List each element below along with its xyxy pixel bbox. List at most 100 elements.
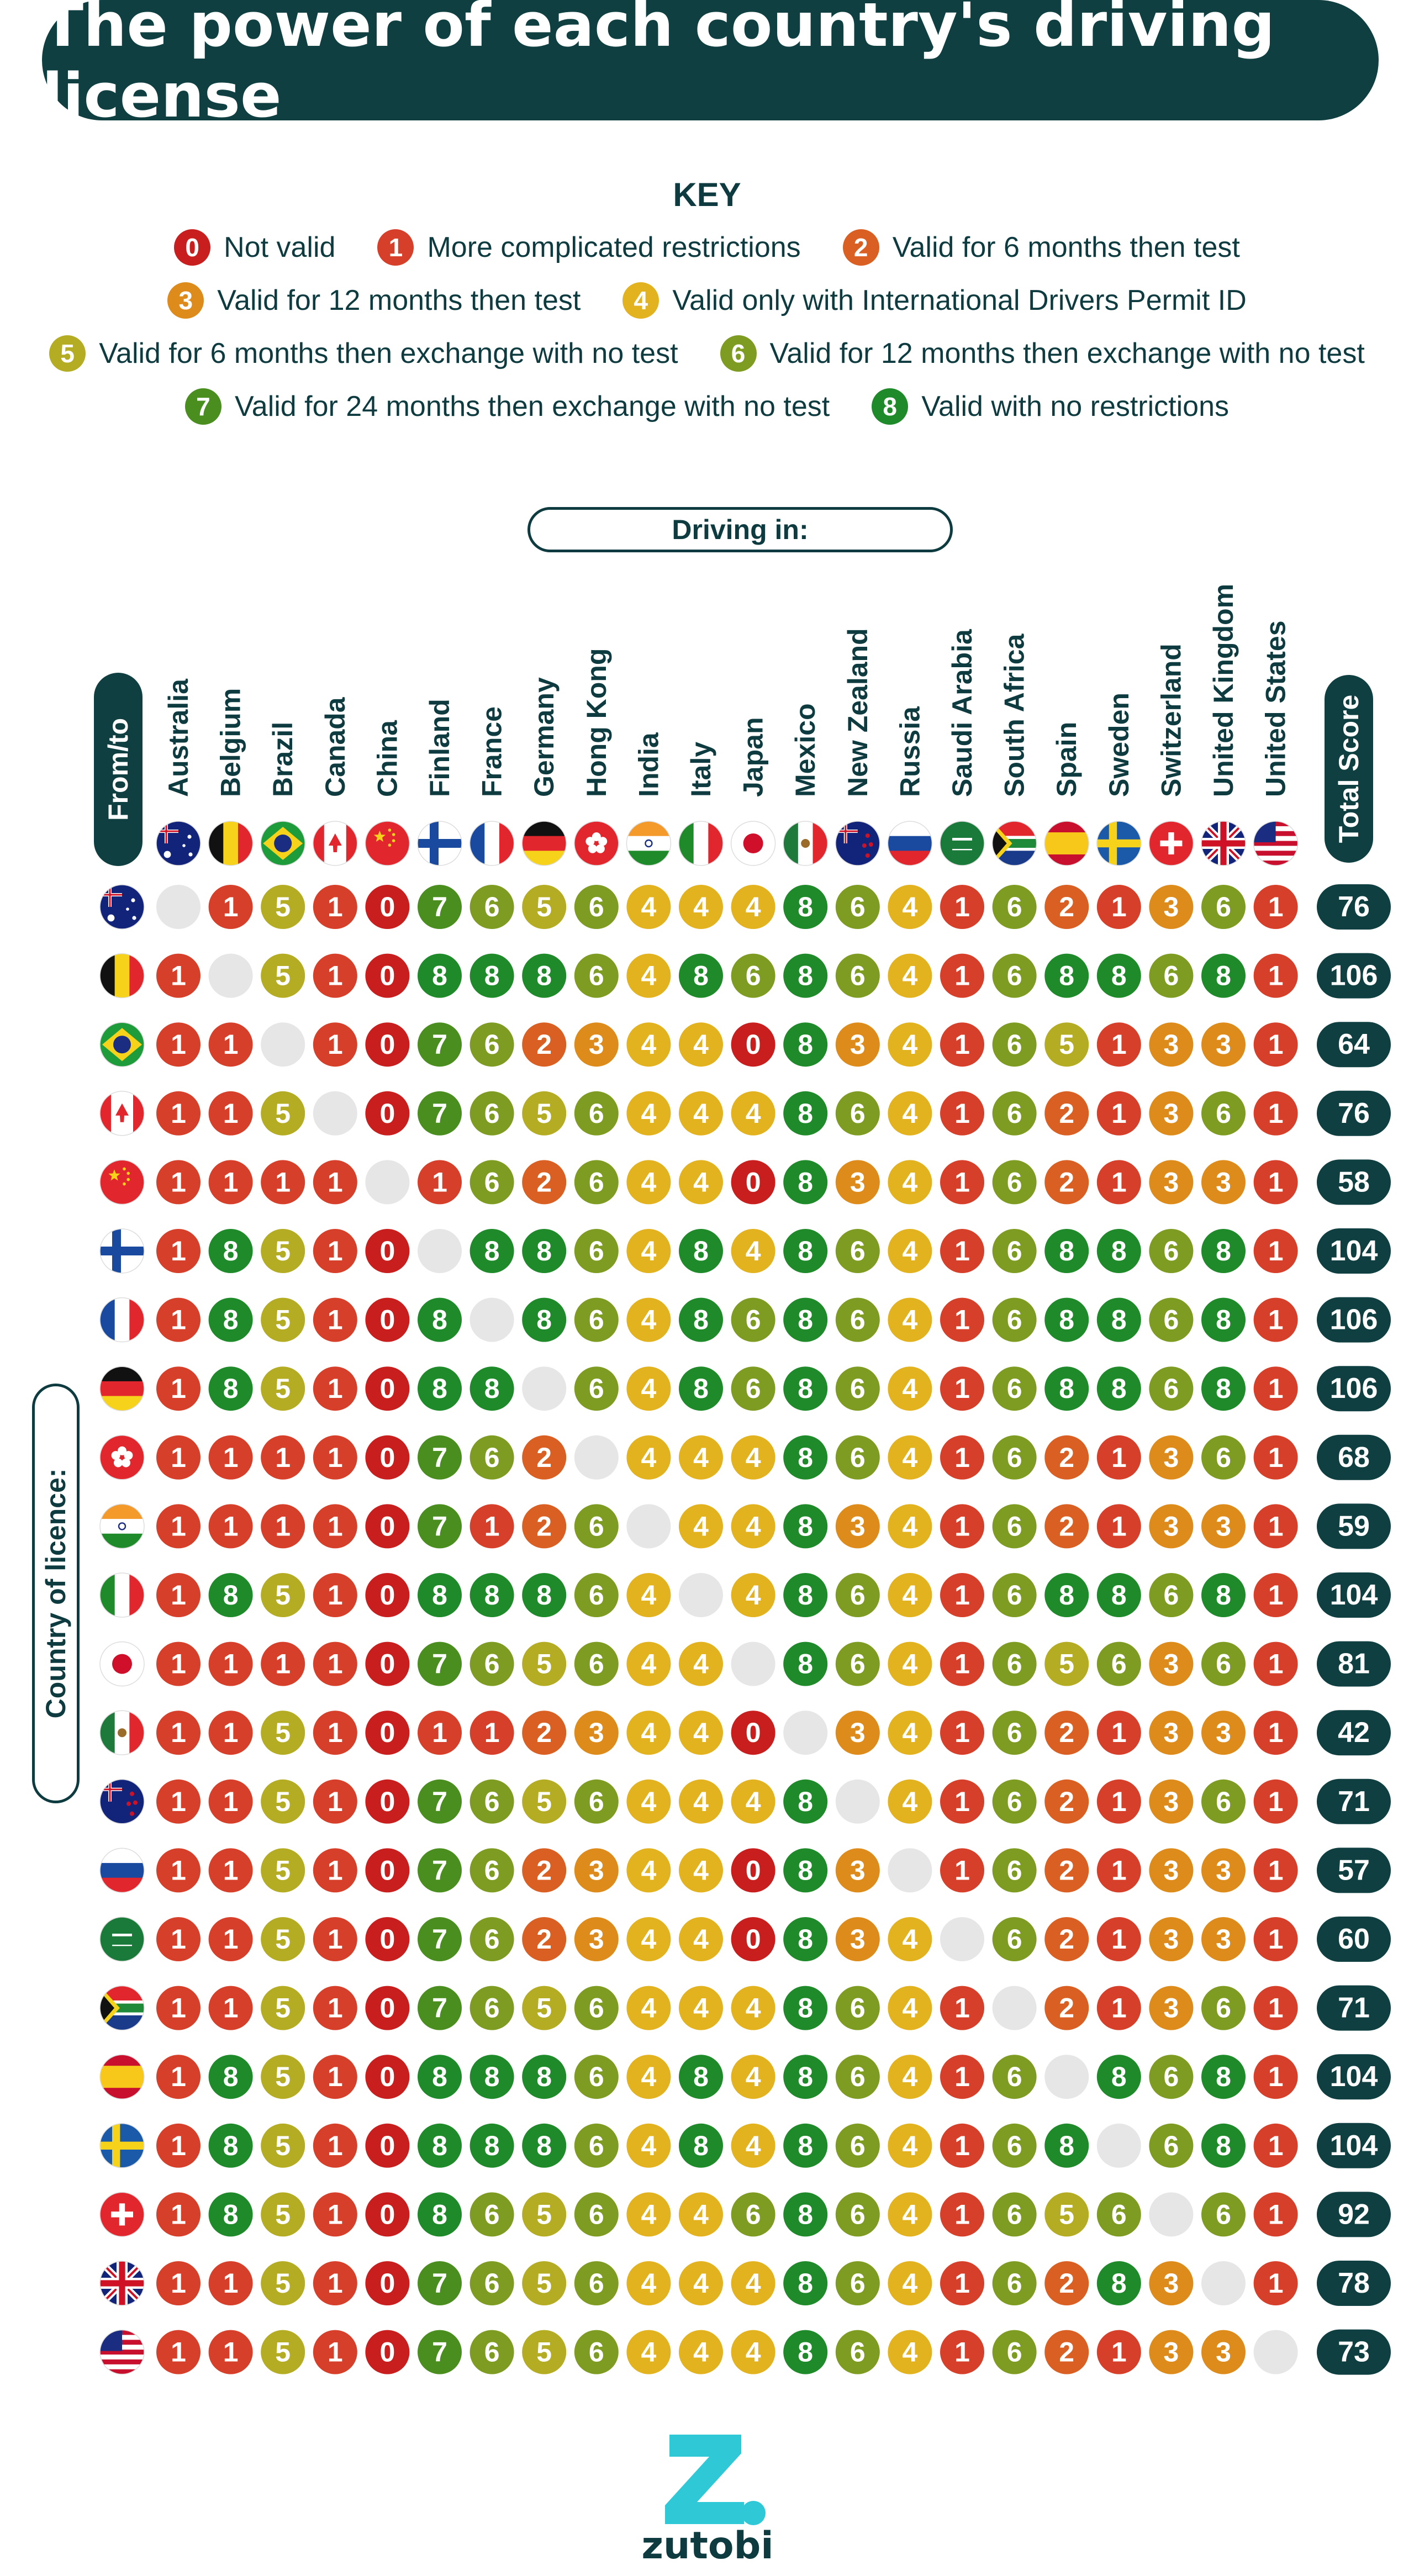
column-flag-brazil	[260, 821, 305, 866]
cell-label: 0	[379, 1855, 395, 1886]
cell-australia-new-zealand	[835, 885, 880, 929]
legend-label: Valid for 12 months then test	[217, 284, 581, 316]
total-score-value: 71	[1338, 1992, 1370, 2024]
total-score-value: 104	[1330, 1579, 1378, 1611]
cell-india-russia	[888, 1504, 932, 1549]
cell-australia-canada	[313, 885, 357, 929]
cell-saudi-arabia-south-africa	[992, 1917, 1037, 1961]
cell-india-france	[469, 1504, 514, 1549]
cell-label: 1	[223, 1993, 239, 2024]
cell-japan-italy	[679, 1641, 723, 1686]
row-flag-australia	[99, 884, 145, 930]
cell-label: 4	[641, 1442, 656, 1473]
cell-label: 8	[536, 2061, 552, 2092]
cell-australia-china	[365, 885, 410, 929]
cell-label: 6	[484, 2268, 500, 2299]
cell-new-zealand-new-zealand	[835, 1779, 880, 1824]
cell-brazil-india	[626, 1022, 671, 1067]
cell-france-canada	[313, 1297, 357, 1342]
cell-label: 1	[954, 960, 970, 991]
cell-label: 6	[484, 1649, 500, 1680]
cell-label: 0	[379, 2130, 395, 2161]
row-flag-brazil	[99, 1022, 145, 1067]
row-flag-france	[99, 1297, 145, 1343]
cell-china-france	[469, 1160, 514, 1205]
cell-label: 4	[641, 1166, 656, 1197]
cell-italy-south-africa	[992, 1573, 1037, 1617]
cell-label: 1	[328, 960, 343, 991]
cell-label: 1	[328, 2061, 343, 2092]
cell-switzerland-switzerland	[1149, 2192, 1194, 2237]
cell-canada-belgium	[208, 1091, 253, 1136]
cell-brazil-canada	[313, 1022, 357, 1067]
total-score-value: 104	[1330, 2061, 1378, 2093]
cell-label: 8	[223, 2061, 239, 2092]
cell-label: 4	[693, 2337, 709, 2368]
legend-row: 3 Valid for 12 months then test 4 Valid onl…	[0, 274, 1414, 327]
cell-germany-china	[365, 1366, 410, 1411]
cell-label: 6	[589, 1786, 604, 1817]
cell-label: 1	[1111, 1717, 1127, 1748]
cell-italy-russia	[888, 1573, 932, 1617]
cell-label: 4	[902, 1649, 917, 1680]
cell-germany-india	[626, 1366, 671, 1411]
cell-label: 3	[1163, 1924, 1179, 1955]
cell-label: 5	[1059, 1029, 1074, 1060]
cell-russia-united-kingdom	[1201, 1848, 1246, 1893]
cell-label: 1	[1111, 1166, 1127, 1197]
cell-finland-spain	[1044, 1229, 1089, 1273]
cell-label: 4	[693, 891, 709, 922]
cell-belgium-australia	[156, 953, 201, 998]
column-label-mexico: Mexico	[790, 703, 821, 797]
cell-switzerland-india	[626, 2192, 671, 2237]
legend-swatch: 3	[167, 282, 204, 319]
column-label-germany: Germany	[529, 677, 560, 797]
cell-label: 6	[589, 2337, 604, 2368]
cell-label: 5	[275, 1098, 291, 1129]
legend-label: Valid for 6 months then exchange with no…	[99, 337, 678, 369]
cell-label: 3	[1163, 1649, 1179, 1680]
cell-germany-saudi-arabia	[940, 1366, 984, 1411]
cell-label: 1	[1111, 1993, 1127, 2024]
total-score-pill: Total Score	[1325, 675, 1373, 863]
cell-label: 1	[328, 1786, 343, 1817]
cell-label: 6	[589, 891, 604, 922]
cell-south-africa-united-states	[1253, 1986, 1298, 2030]
cell-label: 2	[1059, 1511, 1074, 1542]
legend-item-1: 1 More complicated restrictions	[377, 229, 801, 266]
cell-germany-new-zealand	[835, 1366, 880, 1411]
cell-germany-mexico	[783, 1366, 828, 1411]
cell-germany-united-states	[1253, 1366, 1298, 1411]
cell-label: 3	[1163, 1098, 1179, 1129]
cell-canada-india	[626, 1091, 671, 1136]
cell-switzerland-mexico	[783, 2192, 828, 2237]
cell-label: 3	[589, 1717, 604, 1748]
cell-label: 4	[641, 1236, 656, 1266]
cell-china-belgium	[208, 1160, 253, 1205]
cell-label: 8	[432, 2130, 447, 2161]
cell-label: 5	[275, 1786, 291, 1817]
cell-china-italy	[679, 1160, 723, 1205]
cell-united-kingdom-united-states	[1253, 2261, 1298, 2305]
cell-united-states-italy	[679, 2330, 723, 2374]
cell-label: 6	[850, 1373, 866, 1404]
cell-label: 8	[484, 1580, 500, 1611]
cell-sweden-united-kingdom	[1201, 2123, 1246, 2168]
cell-label: 2	[1059, 1855, 1074, 1886]
cell-south-africa-south-africa	[992, 1986, 1037, 2030]
cell-new-zealand-united-kingdom	[1201, 1779, 1246, 1824]
cell-label: 3	[589, 1029, 604, 1060]
cell-mexico-brazil	[261, 1711, 305, 1755]
cell-label: 8	[693, 1305, 709, 1335]
cell-france-mexico	[783, 1297, 828, 1342]
cell-label: 3	[1216, 1029, 1231, 1060]
cell-label: 8	[536, 1305, 552, 1335]
cell-japan-russia	[888, 1641, 932, 1686]
cell-belgium-spain	[1044, 953, 1089, 998]
cell-label: 5	[275, 2130, 291, 2161]
cell-label: 1	[1268, 1786, 1284, 1817]
cell-label: 1	[1111, 1855, 1127, 1886]
cell-china-saudi-arabia	[940, 1160, 984, 1205]
cell-russia-belgium	[208, 1848, 253, 1893]
cell-russia-japan	[731, 1848, 775, 1893]
